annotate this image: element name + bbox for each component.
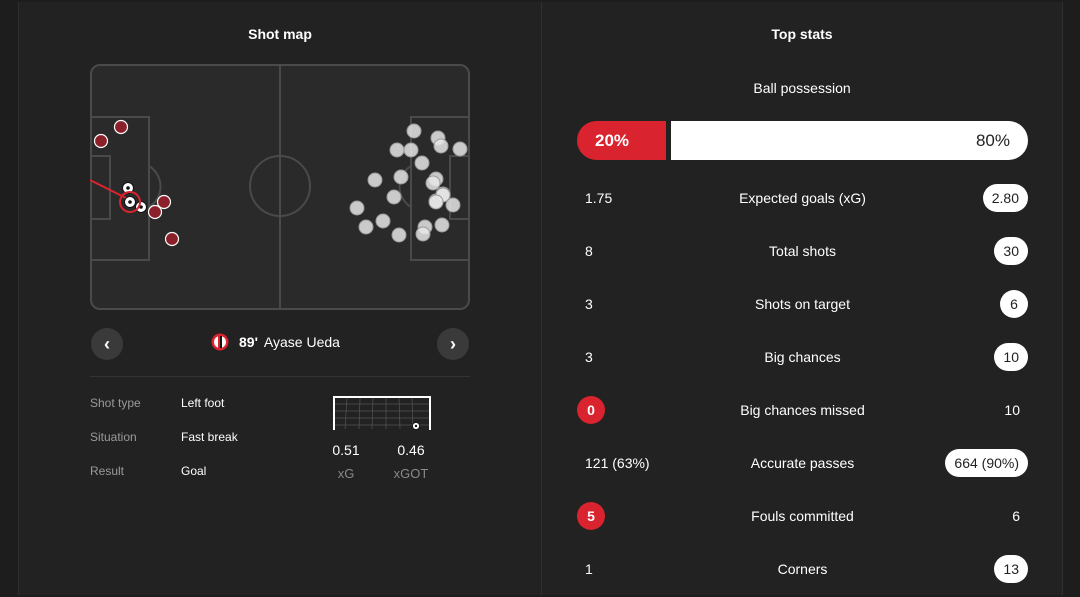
stat-label: Big chances	[764, 349, 841, 365]
detail-label: Situation	[90, 430, 137, 444]
possession-away: 80%	[671, 121, 1028, 160]
team-badge-icon	[211, 333, 229, 351]
detail-label: Shot type	[90, 396, 141, 410]
stat-away-value: 30	[994, 237, 1028, 265]
stat-home-value: 0	[577, 396, 605, 424]
shot-map-pitch[interactable]	[90, 64, 470, 310]
detail-label: Result	[90, 464, 125, 478]
xgot-label: xGOT	[393, 466, 429, 481]
home-shot-marker[interactable]	[113, 119, 129, 135]
away-shot-marker[interactable]	[452, 141, 468, 157]
stat-label: Total shots	[769, 243, 836, 259]
goal-ball-pattern	[126, 186, 130, 190]
stat-away-value: 10	[1004, 402, 1020, 418]
stat-label: Shots on target	[755, 296, 850, 312]
away-shot-marker[interactable]	[414, 155, 430, 171]
stat-home-value: 1	[585, 561, 593, 577]
next-shot-button[interactable]: ›	[437, 328, 469, 360]
stat-row: Shots on target 3 6	[577, 290, 1028, 318]
detail-value: Fast break	[181, 430, 238, 444]
stat-away-value: 13	[994, 555, 1028, 583]
detail-value: Goal	[181, 464, 207, 478]
away-shot-marker[interactable]	[391, 227, 407, 243]
stat-home-value: 121 (63%)	[585, 455, 650, 471]
home-shot-marker[interactable]	[156, 194, 172, 210]
away-shot-marker[interactable]	[367, 172, 383, 188]
away-shot-marker[interactable]	[433, 138, 449, 154]
stat-home-value: 1.75	[585, 190, 613, 206]
divider	[90, 376, 470, 377]
stat-label: Fouls committed	[751, 508, 854, 524]
away-shot-marker[interactable]	[375, 213, 391, 229]
stat-label: Accurate passes	[750, 455, 855, 471]
shot-minute: 89'	[239, 334, 258, 350]
away-shot-marker[interactable]	[403, 142, 419, 158]
previous-shot-button[interactable]: ‹	[91, 328, 123, 360]
away-shot-marker[interactable]	[445, 197, 461, 213]
stat-label: Expected goals (xG)	[739, 190, 866, 206]
stat-row: Total shots 8 30	[577, 237, 1028, 265]
detail-value: Left foot	[181, 396, 225, 410]
home-shot-marker[interactable]	[93, 133, 109, 149]
away-shot-marker[interactable]	[434, 217, 450, 233]
stat-home-value: 8	[585, 243, 593, 259]
xgot-value: 0.46	[397, 442, 425, 458]
possession-label: Ball possession	[753, 80, 851, 96]
away-shot-marker[interactable]	[386, 189, 402, 205]
stat-row: Expected goals (xG) 1.75 2.80	[577, 184, 1028, 212]
selected-ball-pattern	[128, 200, 132, 204]
away-shot-marker[interactable]	[389, 142, 405, 158]
away-shot-marker[interactable]	[425, 175, 441, 191]
away-shot-marker[interactable]	[358, 219, 374, 235]
stat-label: Corners	[777, 561, 828, 577]
stat-away-value: 10	[994, 343, 1028, 371]
shot-player-name: Ayase Ueda	[263, 334, 340, 350]
shot-map-panel: Shot map ‹ 89' Ayase Ueda › Shot	[18, 2, 542, 595]
xg-label: xG	[337, 466, 355, 481]
home-shot-marker[interactable]	[164, 231, 180, 247]
xgot-stat: 0.46 xGOT	[381, 442, 441, 481]
xg-stat: 0.51 xG	[316, 442, 376, 481]
chevron-right-icon: ›	[450, 333, 456, 354]
stat-away-value: 664 (90%)	[945, 449, 1028, 477]
stat-row: Big chances missed 0 10	[577, 396, 1028, 424]
stat-row: Corners 1 13	[577, 555, 1028, 583]
stat-row: Big chances 3 10	[577, 343, 1028, 371]
stat-away-value: 2.80	[982, 184, 1028, 212]
stat-home-value: 3	[585, 349, 593, 365]
shot-map-title: Shot map	[248, 26, 312, 42]
possession-bar: 20% 80%	[577, 121, 1028, 160]
top-stats-panel: Top stats Ball possession 20% 80% Expect…	[541, 2, 1063, 595]
stat-row: Fouls committed 5 6	[577, 502, 1028, 530]
away-shot-marker[interactable]	[393, 169, 409, 185]
home-shot-marker[interactable]	[147, 204, 163, 220]
away-shot-marker[interactable]	[406, 123, 422, 139]
stat-label: Big chances missed	[740, 402, 865, 418]
stat-away-value: 6	[1012, 508, 1020, 524]
away-shot-marker[interactable]	[349, 200, 365, 216]
away-shot-marker[interactable]	[415, 226, 431, 242]
stat-home-value: 3	[585, 296, 593, 312]
away-shot-marker[interactable]	[428, 194, 444, 210]
chevron-left-icon: ‹	[104, 333, 110, 354]
shot-markers[interactable]	[90, 64, 470, 310]
stat-home-value: 5	[577, 502, 605, 530]
stat-away-value: 6	[1000, 290, 1028, 318]
xg-value: 0.51	[332, 442, 360, 458]
selected-shot-info: 89' Ayase Ueda	[211, 333, 340, 351]
goal-frame-icon	[333, 396, 431, 430]
stat-row: Accurate passes 121 (63%) 664 (90%)	[577, 449, 1028, 477]
possession-home: 20%	[577, 121, 666, 160]
selected-shot-ring	[119, 191, 141, 213]
top-stats-title: Top stats	[771, 26, 833, 42]
